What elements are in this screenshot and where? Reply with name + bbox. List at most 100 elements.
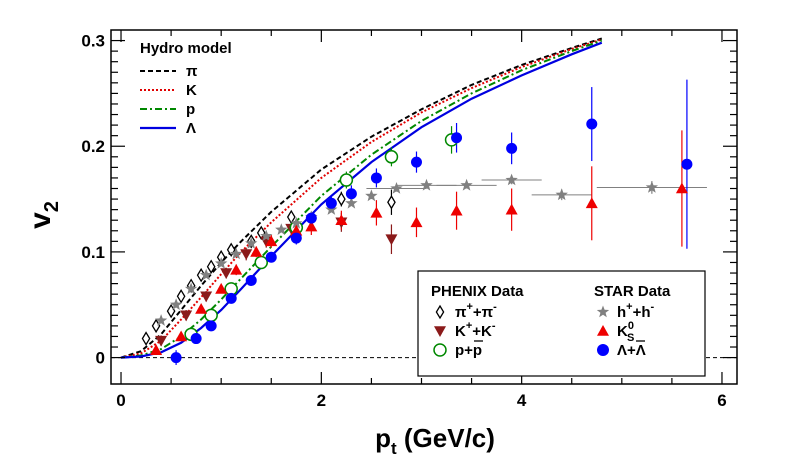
data-legend-label: K++K- (455, 320, 496, 340)
data-point-triangle-up (450, 204, 463, 216)
hydro-curve-proton (120, 39, 603, 359)
legend-marker-triangle-down (434, 326, 446, 337)
data-point-triangle-up (215, 282, 228, 294)
data-point-triangle-up (175, 330, 188, 342)
legend-label-middle: +h (633, 304, 651, 321)
star-legend-title: STAR Data (594, 283, 671, 300)
legend-label-superscript: - (492, 320, 496, 332)
data-point-diamond (141, 331, 151, 346)
data-point-circle (451, 132, 463, 144)
x-axis-title-unit: (GeV/c) (397, 423, 495, 453)
y-tick-label: 0.3 (81, 32, 105, 51)
data-point-star (184, 282, 198, 295)
data-point-circle (290, 232, 302, 244)
data-point-star (200, 268, 213, 281)
data-legend-label: h++h- (617, 301, 655, 321)
hydro-legend-label: p (186, 101, 195, 118)
data-point-star (230, 247, 243, 260)
data-point-diamond (286, 209, 296, 225)
data-point-circle (339, 173, 354, 187)
data-point-star (275, 223, 288, 235)
data-point-star (169, 298, 183, 310)
data-point-circle (384, 150, 399, 164)
legend-marker-triangle-up (597, 325, 609, 336)
data-point-triangle-up (195, 302, 208, 314)
legend-label-superscript: + (466, 320, 472, 332)
data-legend: PHENIX Data STAR Data π++π-K++K-p+ph++h-… (417, 270, 706, 377)
legend-label-base: K (455, 323, 466, 340)
x-axis-title: pt (GeV/c) (375, 423, 495, 458)
data-point-triangle-up (505, 203, 518, 215)
data-point-circle (506, 142, 518, 154)
x-axis-title-subscript: t (391, 439, 397, 458)
data-legend-label: p+p (455, 342, 482, 359)
data-point-star (325, 203, 338, 215)
hydro-legend-label: Λ (186, 120, 196, 137)
hydro-legend-label: π (186, 63, 198, 80)
data-point-triangle-up (675, 182, 688, 194)
data-point-diamond (206, 259, 216, 274)
data-point-circle (225, 292, 237, 304)
data-point-star (345, 196, 358, 209)
legend-label-middle: +π (473, 304, 494, 321)
data-point-triangle-up (410, 216, 423, 228)
data-point-circle (410, 156, 422, 168)
data-point-star (555, 188, 568, 201)
axis-layer: 0 2 4 6 0 0.1 0.2 0.3 (81, 30, 737, 410)
data-point-layer (141, 118, 693, 364)
legend-label-base: K (617, 323, 628, 340)
hydro-legend-title: Hydro model (140, 40, 232, 57)
data-point-star (215, 257, 228, 269)
data-point-triangle-up (290, 224, 303, 236)
data-point-circle (345, 188, 357, 200)
data-point-circle (254, 255, 268, 270)
phenix-legend-title: PHENIX Data (431, 283, 524, 300)
legend-label-superscript: + (466, 301, 472, 313)
legend-label-superscript: + (626, 301, 632, 313)
x-tick-label: 4 (517, 391, 527, 410)
legend-label-base: π (455, 304, 467, 321)
data-point-triangle-up (305, 220, 318, 232)
legend-label-superscript: - (493, 301, 497, 313)
data-point-star (245, 237, 258, 249)
data-point-diamond (176, 289, 186, 304)
data-point-diamond (256, 225, 266, 241)
data-point-circle (681, 158, 693, 170)
data-point-circle (325, 197, 337, 209)
data-point-triangle-down (180, 310, 193, 322)
data-point-star (645, 181, 658, 193)
y-tick-label: 0.2 (81, 137, 105, 156)
data-point-star (260, 229, 273, 242)
x-tick-label: 2 (317, 391, 326, 410)
y-axis-title-subscript: 2 (41, 201, 63, 212)
data-point-triangle-down (155, 335, 168, 347)
data-point-triangle-up (150, 344, 163, 355)
data-point-diamond (387, 194, 396, 210)
plot-frame (110, 29, 738, 385)
data-legend-label: Λ+Λ (617, 342, 646, 359)
legend-marker-star (596, 305, 610, 318)
hydro-curve-pion (120, 37, 603, 359)
data-point-star (290, 216, 303, 229)
data-point-circle (586, 118, 598, 130)
data-point-circle (305, 212, 317, 224)
data-point-circle (370, 172, 382, 184)
data-point-circle (204, 308, 218, 323)
x-tick-label: 6 (717, 391, 726, 410)
data-point-star (154, 314, 168, 326)
data-point-star (390, 182, 403, 194)
data-point-circle (170, 352, 182, 364)
x-tick-label: 0 (116, 391, 125, 410)
data-point-triangle-up (585, 197, 598, 209)
legend-label-subscript: S (627, 332, 634, 344)
data-point-triangle-down (220, 268, 233, 280)
data-point-triangle-down (385, 234, 398, 246)
data-point-triangle-up (250, 245, 263, 257)
data-point-triangle-up (335, 214, 348, 226)
data-point-circle (265, 251, 277, 263)
legend-label-base: Λ+Λ (617, 342, 646, 359)
data-point-star (460, 178, 473, 191)
legend-label-base: p+p (455, 342, 482, 359)
